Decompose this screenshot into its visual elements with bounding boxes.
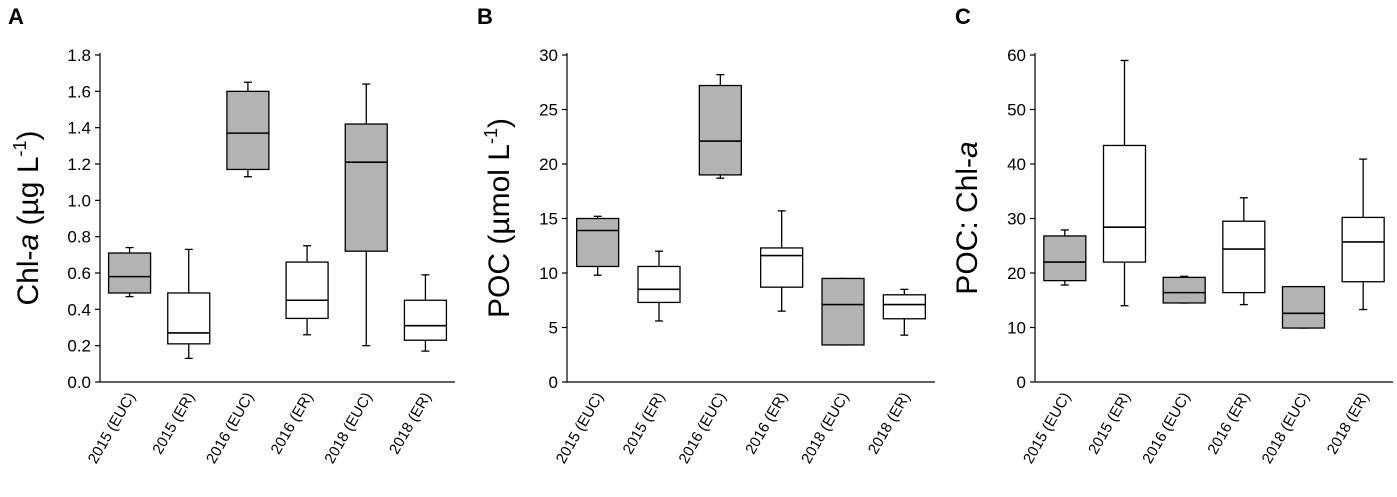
x-category-label-c: 2015 (ER) [1085, 390, 1134, 458]
x-category-label-b: 2018 (EUC) [798, 390, 852, 467]
x-category-label-c: 2015 (EUC) [1020, 390, 1074, 467]
x-category-label-a: 2016 (EUC) [203, 390, 257, 467]
panel-a: A Chl-a (µg L-1) 0.0 0.2 0.4 0.6 0.8 1.0 1.2 1.… [8, 4, 455, 467]
y-tick-label-a: 0.0 [67, 373, 91, 392]
y-tick-label-b: 5 [549, 319, 558, 338]
x-category-label-c: 2016 (ER) [1204, 390, 1253, 458]
box-a-4 [285, 261, 329, 320]
box-c-3 [1162, 276, 1206, 304]
y-tick-label-c: 20 [1007, 264, 1026, 283]
x-category-label-a: 2015 (EUC) [85, 390, 139, 467]
y-tick-label-c: 0 [1017, 373, 1026, 392]
box-b-1 [576, 217, 620, 268]
y-tick-label-a: 1.2 [67, 155, 91, 174]
y-axis-label-c: POC: Chl-a [951, 141, 984, 294]
box-b-4 [760, 247, 804, 288]
x-category-label-a: 2018 (EUC) [321, 390, 375, 467]
box-c-1 [1043, 235, 1087, 282]
panel-label-b: B [477, 4, 493, 29]
box-c-4 [1222, 220, 1266, 294]
y-tick-label-a: 0.2 [67, 337, 91, 356]
box-a-6 [403, 299, 448, 341]
box-c-5 [1281, 285, 1326, 329]
y-tick-label-c: 50 [1007, 101, 1026, 120]
box-c-6 [1341, 216, 1385, 283]
x-category-label-b: 2015 (ER) [620, 390, 669, 458]
y-tick-label-a: 1.0 [67, 191, 91, 210]
y-tick-label-b: 10 [539, 264, 558, 283]
y-tick-label-b: 30 [539, 46, 558, 65]
x-category-label-b: 2015 (EUC) [553, 390, 607, 467]
y-tick-label-a: 1.6 [67, 82, 91, 101]
box-b-2 [637, 265, 681, 304]
box-b-6 [882, 294, 926, 320]
y-tick-label-c: 10 [1007, 319, 1026, 338]
box-a-2 [167, 292, 211, 345]
x-category-label-c: 2018 (ER) [1324, 390, 1373, 458]
y-tick-label-b: 20 [539, 155, 558, 174]
box-a-3 [226, 90, 270, 171]
box-c-2 [1102, 144, 1147, 263]
box-a-5 [344, 123, 388, 252]
x-category-label-b: 2016 (EUC) [675, 390, 729, 467]
y-axis-label-a: Chl-a (µg L-1) [10, 130, 45, 305]
y-tick-label-b: 0 [549, 373, 558, 392]
y-tick-label-c: 30 [1007, 210, 1026, 229]
box-a-1 [107, 252, 152, 294]
y-tick-label-a: 0.4 [67, 300, 91, 319]
x-category-label-a: 2018 (ER) [386, 390, 435, 458]
x-category-label-b: 2018 (ER) [865, 390, 914, 458]
y-tick-label-a: 0.8 [67, 228, 91, 247]
x-category-label-b: 2016 (ER) [742, 390, 791, 458]
panel-label-a: A [8, 4, 24, 29]
x-category-label-c: 2016 (EUC) [1139, 390, 1193, 467]
y-tick-label-a: 1.8 [67, 46, 91, 65]
x-category-label-a: 2015 (ER) [149, 390, 198, 458]
x-category-label-c: 2018 (EUC) [1259, 390, 1313, 467]
x-category-label-a: 2016 (ER) [268, 390, 317, 458]
y-tick-label-c: 40 [1007, 155, 1026, 174]
y-tick-label-a: 0.6 [67, 264, 91, 283]
y-tick-label-c: 60 [1007, 46, 1026, 65]
y-axis-label-b: POC (µmol L-1) [481, 118, 516, 318]
box-b-5 [821, 277, 865, 346]
panel-c: C POC: Chl-a 0 10 20 30 40 50 60 2015 (EUC) 2015… [951, 4, 1393, 467]
y-tick-label-b: 25 [539, 101, 558, 120]
panel-label-c: C [955, 4, 971, 29]
y-tick-label-a: 1.4 [67, 119, 91, 138]
box-b-3 [698, 84, 742, 176]
y-tick-label-b: 15 [539, 210, 558, 229]
